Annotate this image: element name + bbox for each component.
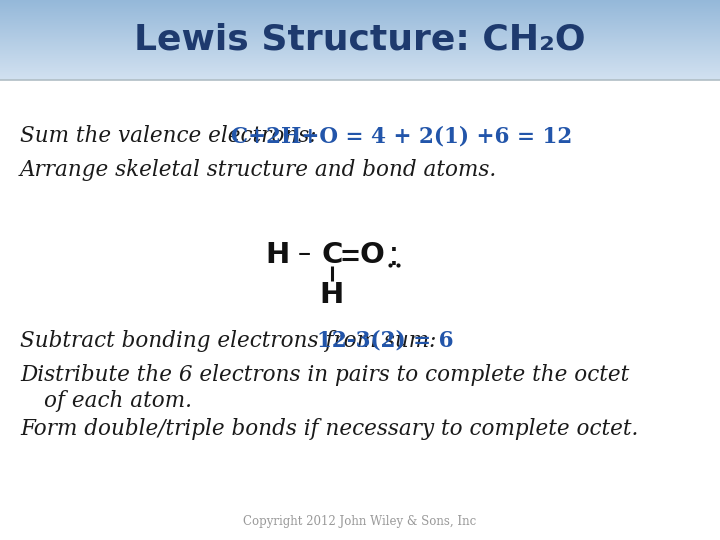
Bar — [0, 43, 720, 44]
Text: C+2H+O = 4 + 2(1) +6 = 12: C+2H+O = 4 + 2(1) +6 = 12 — [231, 125, 572, 147]
Bar — [0, 57, 720, 59]
Bar — [0, 17, 720, 19]
Text: H: H — [266, 241, 290, 269]
Bar — [0, 2, 720, 3]
Text: 12-3(2) = 6: 12-3(2) = 6 — [318, 330, 454, 352]
Bar — [0, 32, 720, 34]
Bar — [0, 1, 720, 2]
Bar — [0, 38, 720, 40]
Bar — [0, 18, 720, 20]
Bar — [0, 53, 720, 55]
Bar — [0, 19, 720, 21]
Bar — [0, 5, 720, 7]
Bar — [0, 44, 720, 45]
Bar — [0, 3, 720, 4]
Bar — [0, 57, 720, 58]
Bar — [0, 71, 720, 72]
Text: Distribute the 6 electrons in pairs to complete the octet: Distribute the 6 electrons in pairs to c… — [20, 364, 629, 386]
Bar — [0, 28, 720, 29]
Bar — [0, 77, 720, 78]
Bar — [0, 69, 720, 70]
Bar — [0, 9, 720, 10]
Text: Subtract bonding electrons from sum:: Subtract bonding electrons from sum: — [20, 330, 450, 352]
Bar — [0, 65, 720, 67]
Bar — [0, 12, 720, 14]
Bar — [0, 30, 720, 32]
Bar — [0, 39, 720, 41]
Bar — [0, 64, 720, 66]
Bar — [0, 42, 720, 43]
Bar — [0, 37, 720, 38]
Bar — [0, 29, 720, 30]
Bar — [0, 31, 720, 33]
Text: Form double/triple bonds if necessary to complete octet.: Form double/triple bonds if necessary to… — [20, 418, 639, 440]
Bar — [0, 68, 720, 69]
Bar — [0, 51, 720, 53]
Bar — [0, 44, 720, 46]
Bar — [0, 71, 720, 73]
Bar — [0, 76, 720, 77]
Bar — [0, 26, 720, 28]
Text: of each atom.: of each atom. — [44, 390, 192, 412]
Bar — [0, 59, 720, 61]
Bar — [0, 8, 720, 9]
Bar — [0, 51, 720, 52]
Bar — [0, 78, 720, 79]
Text: C: C — [321, 241, 343, 269]
Bar — [0, 49, 720, 50]
Text: Lewis Structure: CH₂O: Lewis Structure: CH₂O — [134, 23, 586, 57]
Text: :: : — [388, 238, 400, 272]
Bar — [0, 15, 720, 16]
Bar — [0, 58, 720, 60]
Bar — [0, 73, 720, 75]
Bar — [0, 21, 720, 22]
Bar — [0, 11, 720, 13]
Bar — [0, 10, 720, 12]
Text: H: H — [320, 281, 344, 309]
Bar — [0, 40, 720, 42]
Bar — [0, 36, 720, 37]
Text: O: O — [359, 241, 384, 269]
Bar — [0, 17, 720, 18]
Bar — [0, 52, 720, 54]
Bar — [0, 4, 720, 6]
Bar — [0, 37, 720, 39]
Bar — [0, 46, 720, 48]
Bar — [0, 23, 720, 24]
Text: Copyright 2012 John Wiley & Sons, Inc: Copyright 2012 John Wiley & Sons, Inc — [243, 515, 477, 528]
Bar — [0, 78, 720, 80]
Bar — [0, 75, 720, 76]
Bar — [0, 62, 720, 63]
Bar — [0, 48, 720, 49]
Bar — [0, 66, 720, 68]
Bar — [0, 55, 720, 56]
Bar — [0, 22, 720, 23]
Bar — [0, 63, 720, 64]
Bar — [0, 70, 720, 71]
Text: –: – — [297, 241, 310, 267]
Bar — [0, 6, 720, 8]
Bar — [0, 72, 720, 74]
Text: Arrange skeletal structure and bond atoms.: Arrange skeletal structure and bond atom… — [20, 159, 498, 181]
Bar — [0, 60, 720, 62]
Bar — [0, 80, 720, 540]
Bar — [0, 3, 720, 5]
Bar — [0, 64, 720, 65]
Bar — [0, 33, 720, 35]
Bar — [0, 10, 720, 11]
Bar — [0, 14, 720, 15]
Bar — [0, 45, 720, 47]
Bar — [0, 56, 720, 57]
Bar — [0, 16, 720, 17]
Text: Sum the valence electrons:: Sum the valence electrons: — [20, 125, 323, 147]
Bar — [0, 30, 720, 31]
Bar — [0, 35, 720, 36]
Bar — [0, 24, 720, 26]
Bar — [0, 0, 720, 1]
Bar — [0, 50, 720, 51]
Bar — [0, 25, 720, 27]
Bar — [0, 24, 720, 25]
